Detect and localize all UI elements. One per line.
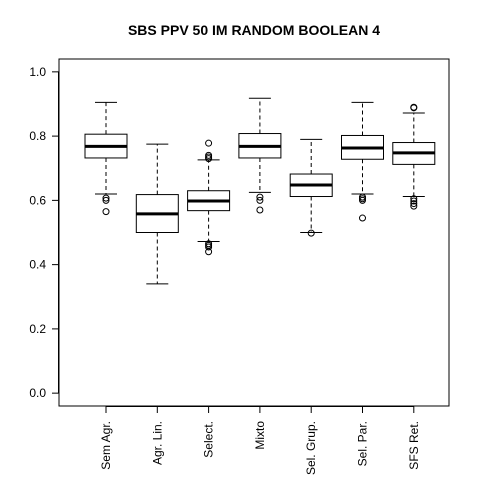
y-axis: 0.0 0.2 0.4 0.6 0.8 1.0 <box>29 65 59 400</box>
box-series <box>84 97 436 285</box>
chart-title: SBS PPV 50 IM RANDOM BOOLEAN 4 <box>128 22 380 38</box>
box-group <box>341 101 384 222</box>
x-tick-label: Sel. Par. <box>356 421 370 466</box>
outlier-point <box>410 104 418 112</box>
x-tick-label: Sel. Grup. <box>304 421 318 475</box>
x-axis: Sem Agr. Agr. Lin. Select. Mixto Sel. Grup. S… <box>99 406 421 475</box>
outlier-point <box>205 139 213 147</box>
outlier-point <box>205 155 213 163</box>
y-tick-label: 1.0 <box>29 65 46 79</box>
outlier-point <box>102 194 110 202</box>
y-tick-label: 0.2 <box>29 322 46 336</box>
y-tick-label: 0.4 <box>29 258 46 272</box>
outlier-point <box>410 202 418 210</box>
box-group <box>135 143 179 285</box>
x-tick-label: SFS Ret. <box>407 421 421 470</box>
box-group <box>392 103 436 210</box>
outlier-point <box>102 208 110 216</box>
outlier-point <box>307 229 315 237</box>
outlier-point <box>205 243 213 251</box>
x-tick-label: Sem Agr. <box>99 421 113 470</box>
outlier-point <box>102 196 110 204</box>
outlier-point <box>410 195 418 203</box>
x-tick-label: Select. <box>202 421 216 458</box>
box-group <box>84 101 128 216</box>
outlier-point <box>256 196 264 204</box>
outlier-point <box>359 214 366 222</box>
y-tick-label: 0.8 <box>29 129 46 143</box>
outlier-point <box>205 248 213 256</box>
plot-frame <box>58 58 450 407</box>
outlier-point <box>256 206 264 214</box>
x-tick-label: Agr. Lin. <box>150 421 164 465</box>
x-tick-label: Mixto <box>253 421 267 450</box>
y-tick-label: 0.6 <box>29 193 46 207</box>
box-group <box>187 139 231 256</box>
outlier-point <box>410 197 418 205</box>
outlier-point <box>359 196 366 204</box>
outlier-point <box>410 200 418 208</box>
box-group <box>289 138 333 237</box>
outlier-point <box>256 193 264 201</box>
y-tick-label: 0.0 <box>29 386 46 400</box>
box-group <box>238 97 282 214</box>
